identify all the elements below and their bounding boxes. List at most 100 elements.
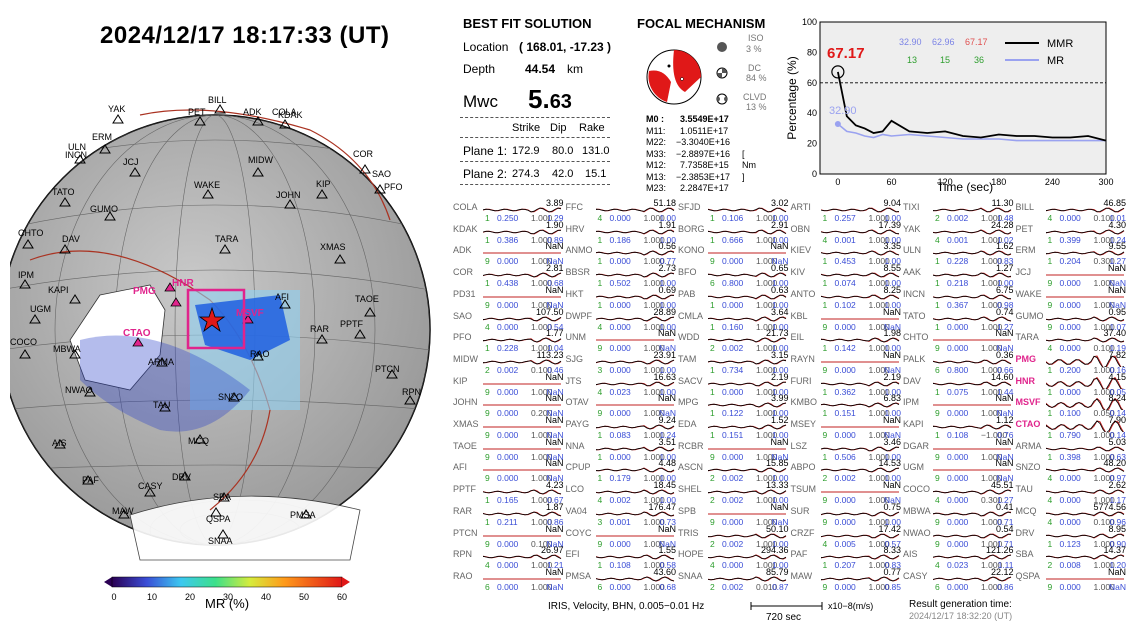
bottom-val: 15 — [940, 55, 950, 65]
weight: 1.000 — [981, 386, 1003, 397]
weight: 1.000 — [531, 234, 553, 245]
var-reduction: 0.102 — [834, 299, 856, 310]
station-code: EDA — [678, 419, 697, 429]
amp-ratio: 1.00 — [659, 364, 676, 375]
quality-flag: 9 — [822, 495, 828, 506]
waveform-trace — [933, 294, 1012, 300]
amp-ratio: 1.00 — [771, 234, 789, 245]
waveform-cell: DRV 8.95 1 0.123 1.000 0.90 — [1016, 524, 1129, 549]
amp-ratio: 1.20 — [1109, 560, 1126, 571]
var-reduction: 0.438 — [497, 278, 519, 289]
var-reduction: 0.000 — [609, 213, 631, 223]
waveform-cell: ARTI 9.04 1 0.257 1.000 1.00 — [791, 198, 904, 223]
station-code: ARMA — [1015, 440, 1042, 451]
waveform-cell: SFJD 3.02 1 0.106 1.000 1.00 — [678, 198, 791, 223]
weight: −1.000 — [981, 430, 1008, 440]
max-amplitude: 45.51 — [990, 480, 1014, 491]
var-reduction: 0.001 — [947, 234, 969, 245]
max-amplitude: 24.28 — [990, 219, 1014, 230]
station-code: KIV — [790, 267, 806, 278]
station-code: DGAR — [903, 440, 930, 451]
waveform-cell: EIL 1.98 1 0.142 1.000 1.00 — [791, 328, 904, 353]
max-amplitude: NaN — [770, 436, 789, 447]
station-label: COCO — [10, 337, 37, 347]
var-reduction: 0.000 — [1059, 581, 1081, 592]
var-reduction: 0.000 — [947, 321, 969, 332]
weight: 1.000 — [1093, 299, 1115, 310]
station-code: ERM — [1015, 245, 1036, 256]
waveform-cell: RAR 1.87 1 0.211 1.000 0.86 — [453, 502, 566, 527]
amp-ratio: 1.00 — [884, 408, 901, 419]
var-reduction: 0.228 — [497, 343, 519, 354]
waveform-cell: DGAR NaN 9 0.000 1.000 NaN — [903, 437, 1016, 462]
quality-flag: 4 — [485, 560, 490, 571]
clvd-icon — [716, 93, 728, 105]
waveform-trace — [483, 489, 562, 495]
max-amplitude: 0.95 — [1108, 306, 1126, 317]
waveform-trace — [708, 337, 787, 343]
amp-ratio: NaN — [1108, 581, 1126, 592]
max-amplitude: 0.74 — [995, 306, 1014, 317]
var-reduction: 0.000 — [834, 321, 856, 332]
quality-flag: 1 — [597, 430, 603, 440]
amp-ratio: NaN — [546, 256, 564, 267]
waveform-cell: COYC NaN 9 0.000 1.000 NaN — [566, 524, 679, 549]
max-amplitude: 48.20 — [1103, 458, 1126, 469]
station-code: XMAS — [453, 419, 479, 429]
waveform-cell: EFI 1.55 1 0.108 1.000 0.58 — [566, 545, 679, 571]
station-code: PAYG — [565, 419, 590, 429]
quality-flag: 9 — [822, 364, 828, 375]
amp-ratio: 1.00 — [771, 538, 789, 549]
quality-flag: 1 — [710, 386, 715, 397]
waveform-trace — [708, 359, 787, 365]
var-reduction: 0.002 — [722, 343, 744, 354]
var-reduction: 0.000 — [834, 364, 856, 375]
quality-flag: 9 — [485, 256, 490, 267]
weight: 1.000 — [868, 451, 890, 462]
col-dip: Dip — [550, 122, 567, 134]
waveform-cell: KBL NaN 9 0.000 1.000 NaN — [791, 307, 904, 332]
weight: 1.000 — [756, 430, 778, 440]
plane2-strike: 274.3 — [512, 168, 540, 180]
amp-ratio: 0.87 — [771, 581, 789, 592]
waveform-cell: CPUP 4.48 1 0.179 1.000 1.00 — [566, 458, 679, 483]
var-reduction: 0.000 — [722, 256, 744, 267]
var-reduction: 0.000 — [1059, 321, 1081, 332]
quality-flag: 1 — [485, 278, 490, 289]
var-reduction: 0.800 — [722, 278, 744, 289]
amp-ratio: 1.27 — [996, 321, 1014, 332]
var-reduction: 0.362 — [834, 386, 856, 397]
waveform-cell: PMG 7.82 1 0.200 1.000 0.16 — [1016, 350, 1129, 375]
quality-flag: 2 — [710, 343, 715, 354]
var-reduction: 0.108 — [609, 560, 631, 571]
x-tick-label: 60 — [886, 177, 896, 187]
amp-ratio: NaN — [546, 581, 564, 592]
colorbar-tick: 40 — [261, 592, 271, 602]
weight: 1.000 — [868, 386, 890, 397]
quality-flag: 1 — [597, 560, 603, 571]
waveform-trace — [1045, 229, 1124, 235]
amp-ratio: 1.27 — [1109, 256, 1126, 267]
waveform-trace — [483, 578, 561, 580]
quality-flag: 4 — [935, 234, 940, 245]
quality-flag: 9 — [1047, 278, 1053, 289]
plane2-label: Plane 2: — [463, 167, 508, 181]
station-label: COR — [353, 149, 374, 159]
amp-ratio: 0.68 — [659, 581, 676, 592]
waveform-trace — [1045, 398, 1123, 411]
amp-ratio: 1.04 — [546, 343, 564, 354]
waveform-cell: JCJ NaN 9 0.000 1.000 NaN — [1016, 263, 1129, 289]
waveform-cell: CTAO 7.90 1 0.790 1.000 0.14 — [1016, 415, 1129, 440]
weight: 1.000 — [531, 256, 553, 267]
max-amplitude: NaN — [882, 415, 901, 425]
amp-ratio: 0.89 — [546, 234, 564, 245]
waveform-trace — [708, 252, 786, 254]
quality-flag: 9 — [822, 430, 828, 440]
var-reduction: 0.000 — [609, 581, 631, 592]
waveform-trace — [708, 402, 787, 408]
footer-source: IRIS, Velocity, BHN, 0.005−0.01 Hz — [548, 601, 705, 612]
weight: 1.000 — [868, 278, 890, 289]
max-amplitude: 2.62 — [1108, 480, 1126, 491]
weight: 1.000 — [1093, 495, 1115, 506]
amp-ratio: 1.00 — [884, 473, 901, 484]
